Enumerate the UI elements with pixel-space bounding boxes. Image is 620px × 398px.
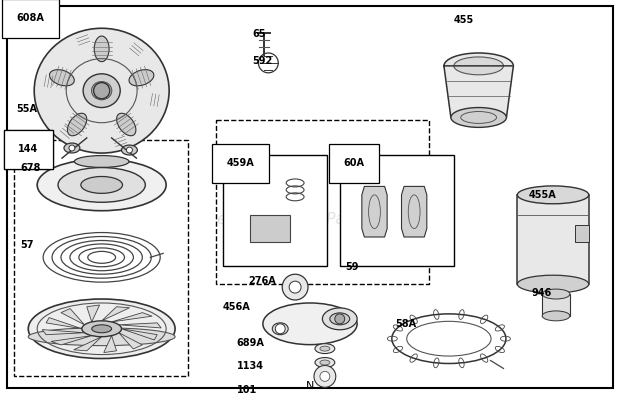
Ellipse shape: [129, 70, 154, 86]
Text: 946: 946: [531, 288, 551, 298]
Text: 459A: 459A: [227, 158, 254, 168]
Ellipse shape: [29, 299, 175, 359]
Circle shape: [282, 274, 308, 300]
Polygon shape: [444, 66, 513, 117]
Ellipse shape: [320, 360, 330, 365]
Polygon shape: [61, 308, 84, 325]
Ellipse shape: [68, 113, 87, 136]
Ellipse shape: [454, 57, 503, 75]
Text: 60A: 60A: [343, 158, 365, 168]
Text: 65: 65: [252, 29, 266, 39]
Ellipse shape: [58, 168, 145, 202]
Circle shape: [94, 82, 110, 99]
Bar: [517, 195, 589, 284]
Ellipse shape: [117, 113, 136, 136]
Ellipse shape: [74, 156, 129, 168]
Circle shape: [314, 365, 336, 387]
Ellipse shape: [37, 159, 166, 211]
Ellipse shape: [92, 82, 112, 100]
Ellipse shape: [444, 53, 513, 79]
Ellipse shape: [322, 308, 357, 330]
Ellipse shape: [272, 323, 288, 335]
Text: 276A: 276A: [249, 276, 277, 286]
Polygon shape: [87, 305, 100, 322]
Circle shape: [320, 371, 330, 381]
Text: 1134: 1134: [237, 361, 264, 371]
Ellipse shape: [542, 289, 570, 299]
Text: 58A: 58A: [396, 319, 417, 329]
Ellipse shape: [517, 186, 589, 204]
Text: 144: 144: [19, 144, 38, 154]
Ellipse shape: [64, 143, 80, 153]
Polygon shape: [402, 186, 427, 237]
Text: 592: 592: [252, 56, 273, 66]
Text: 689A: 689A: [237, 338, 265, 348]
Text: 57: 57: [20, 240, 34, 250]
Ellipse shape: [315, 343, 335, 353]
Bar: [542, 294, 570, 316]
Polygon shape: [102, 307, 130, 321]
Text: 608A: 608A: [16, 13, 44, 23]
Ellipse shape: [81, 176, 123, 193]
Text: 144: 144: [19, 144, 38, 154]
Ellipse shape: [330, 313, 350, 325]
Ellipse shape: [451, 107, 507, 127]
Ellipse shape: [94, 36, 109, 62]
Ellipse shape: [315, 357, 335, 367]
Bar: [216, 121, 429, 284]
Text: eReplacementParts.com: eReplacementParts.com: [216, 212, 404, 227]
Text: 55A: 55A: [16, 103, 37, 113]
Polygon shape: [362, 186, 387, 237]
Polygon shape: [104, 336, 117, 353]
Ellipse shape: [517, 275, 589, 293]
Bar: [223, 155, 327, 266]
Circle shape: [335, 314, 345, 324]
Circle shape: [126, 147, 133, 153]
Polygon shape: [119, 333, 143, 349]
Polygon shape: [119, 323, 161, 328]
Ellipse shape: [542, 311, 570, 321]
Text: 59: 59: [346, 262, 359, 272]
Ellipse shape: [29, 328, 175, 345]
Circle shape: [69, 145, 75, 151]
Text: 101: 101: [237, 385, 257, 395]
Ellipse shape: [82, 321, 122, 337]
Polygon shape: [51, 336, 92, 345]
Text: 678: 678: [20, 163, 41, 173]
Ellipse shape: [34, 28, 169, 153]
Ellipse shape: [92, 325, 112, 333]
Text: 455A: 455A: [528, 190, 556, 200]
Polygon shape: [46, 318, 82, 329]
Polygon shape: [74, 337, 102, 351]
Ellipse shape: [50, 70, 74, 86]
Ellipse shape: [263, 303, 357, 345]
Bar: [14, 140, 188, 377]
Bar: [250, 215, 290, 242]
Text: 455: 455: [454, 15, 474, 25]
Ellipse shape: [122, 145, 138, 155]
Bar: [340, 155, 454, 266]
Text: N: N: [306, 381, 314, 391]
Bar: [575, 224, 589, 242]
Circle shape: [275, 324, 285, 334]
Ellipse shape: [83, 74, 120, 107]
Text: 456A: 456A: [223, 302, 250, 312]
Polygon shape: [42, 330, 84, 335]
Polygon shape: [112, 313, 152, 322]
Circle shape: [289, 281, 301, 293]
Polygon shape: [122, 329, 157, 340]
Ellipse shape: [320, 346, 330, 351]
